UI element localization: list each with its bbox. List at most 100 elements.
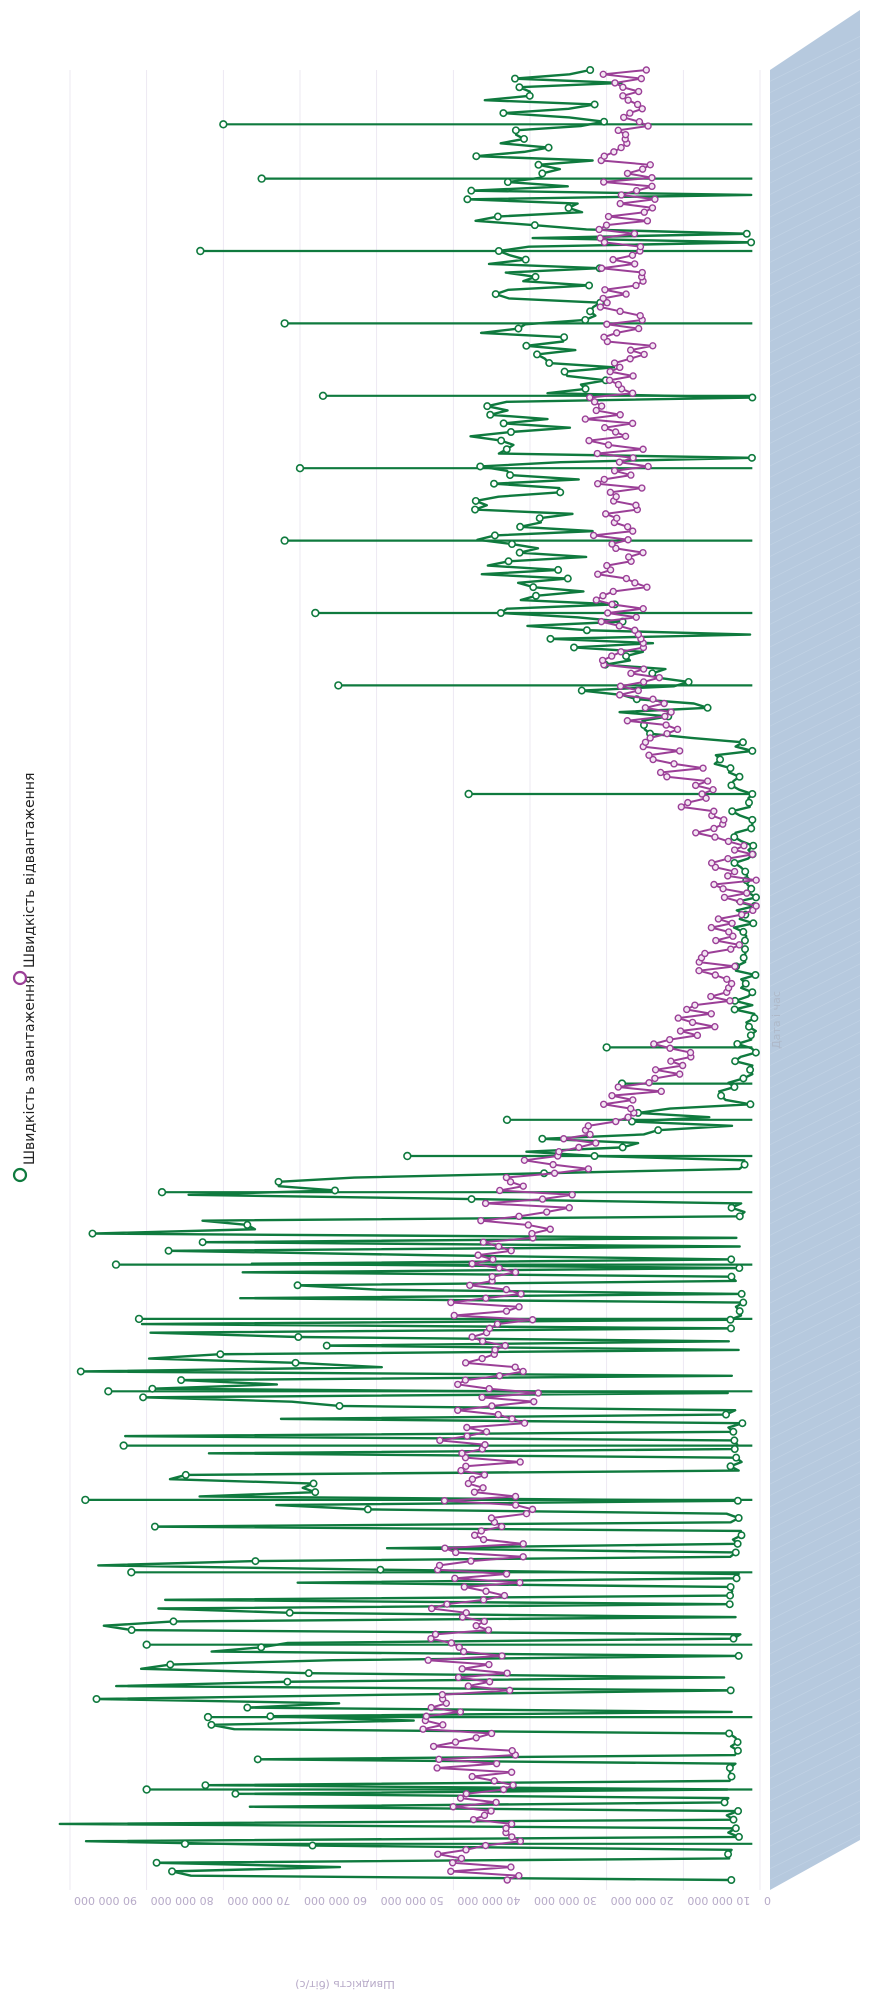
x-axis-tick	[769, 771, 861, 817]
x-axis-tick	[769, 330, 861, 376]
upload-point	[575, 1143, 583, 1152]
upload-point	[646, 161, 654, 169]
x-axis-tick	[769, 1823, 861, 1869]
download-point	[726, 1315, 735, 1324]
download-point	[748, 393, 757, 402]
download-point	[330, 1186, 339, 1195]
x-axis-tick	[769, 1008, 861, 1055]
upload-point	[609, 255, 617, 264]
x-axis-tick	[769, 341, 861, 388]
download-point	[150, 1522, 159, 1531]
upload-point	[468, 1475, 477, 1483]
upload-point	[487, 1514, 496, 1522]
download-point	[737, 1289, 746, 1298]
download-peak-point	[318, 391, 328, 400]
x-axis-tick	[769, 149, 861, 195]
x-axis-tick	[769, 986, 861, 1032]
upload-point	[488, 1272, 496, 1281]
download-point	[582, 626, 591, 635]
download-point	[216, 1350, 225, 1359]
download-point	[92, 1695, 101, 1704]
upload-point	[600, 152, 608, 160]
upload-point	[626, 355, 634, 363]
upload-point	[457, 1854, 466, 1863]
upload-point	[597, 264, 606, 272]
upload-point	[474, 1251, 482, 1259]
x-axis-tick	[769, 477, 861, 523]
x-axis-tick	[769, 115, 861, 161]
upload-point	[720, 816, 728, 824]
x-axis-tick	[769, 1461, 861, 1507]
upload-point	[427, 1604, 436, 1613]
upload-point	[440, 1497, 449, 1505]
upload-point	[502, 1824, 510, 1832]
download-point	[520, 134, 529, 143]
legend-item-upload[interactable]: Швидкість відвантаження	[12, 773, 38, 986]
upload-point	[584, 1165, 593, 1173]
download-point	[534, 160, 543, 169]
upload-point	[610, 148, 618, 156]
download-point	[732, 1574, 741, 1583]
upload-point	[622, 290, 630, 298]
upload-point	[617, 648, 625, 656]
download-peak-point	[81, 1495, 90, 1505]
upload-point	[626, 346, 635, 354]
upload-point	[702, 794, 710, 803]
download-peak-point	[142, 1640, 151, 1649]
download-point	[742, 229, 751, 238]
download-point	[139, 1393, 148, 1402]
upload-point	[674, 1014, 682, 1022]
y-tick-label: 50 000 000	[381, 1894, 444, 1907]
upload-point	[480, 1617, 488, 1626]
upload-point	[725, 928, 733, 936]
upload-point	[601, 286, 609, 294]
upload-point	[650, 1040, 658, 1048]
x-axis-tick	[769, 47, 861, 93]
upload-point	[623, 523, 632, 531]
download-point	[725, 1729, 734, 1738]
upload-point	[711, 1023, 719, 1031]
upload-point	[616, 363, 624, 372]
upload-point	[710, 880, 718, 889]
x-axis-tick	[769, 1631, 861, 1677]
download-point	[521, 255, 530, 264]
upload-point	[435, 1755, 443, 1764]
upload-point	[454, 1406, 462, 1414]
legend-item-download[interactable]: Швидкість завантаження	[12, 975, 38, 1183]
upload-point	[726, 997, 734, 1005]
upload-point	[610, 467, 619, 475]
download-point	[127, 1626, 136, 1635]
download-point	[738, 1419, 747, 1428]
download-point	[515, 548, 524, 557]
download-peak-point	[142, 1785, 151, 1794]
upload-point	[478, 1337, 487, 1346]
x-axis-tick	[769, 839, 861, 885]
upload-point	[651, 195, 659, 203]
upload-point	[595, 225, 603, 234]
download-point	[720, 1798, 729, 1807]
gridlines	[69, 70, 761, 1890]
download-legend-marker	[12, 1167, 28, 1183]
x-axis-tick	[769, 1732, 861, 1779]
x-axis-tick	[769, 1257, 861, 1304]
download-point	[731, 1824, 740, 1833]
upload-point	[621, 130, 630, 139]
upload-point	[691, 1001, 699, 1009]
upload-point	[470, 1488, 479, 1496]
upload-point	[610, 359, 619, 367]
download-point	[463, 195, 472, 204]
upload-point	[693, 1031, 702, 1040]
download-point	[538, 1134, 547, 1143]
upload-point	[447, 1298, 455, 1307]
upload-point	[495, 1264, 503, 1272]
download-point	[166, 1660, 175, 1669]
download-point	[544, 143, 553, 152]
download-point	[740, 936, 749, 945]
upload-point	[447, 1867, 455, 1876]
upload-point	[730, 846, 739, 854]
x-axis-tick	[769, 1336, 861, 1383]
upload-point	[707, 923, 716, 932]
x-axis-tick	[769, 805, 861, 851]
upload-point	[478, 1393, 486, 1402]
x-axis-band	[769, 10, 861, 1890]
